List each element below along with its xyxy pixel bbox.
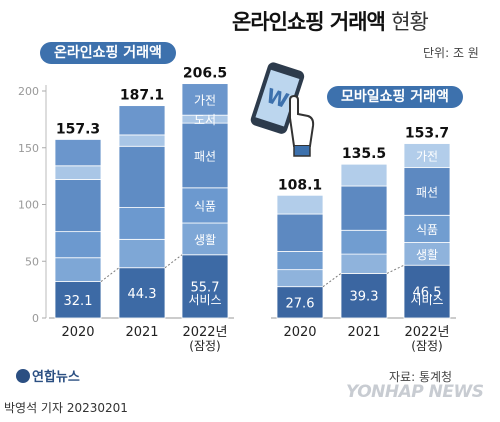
bar-segment — [340, 185, 388, 231]
y-tick-label: 0 — [32, 312, 39, 325]
total-label: 153.7 — [405, 126, 449, 142]
y-tick-label: 50 — [25, 255, 39, 268]
total-label: 187.1 — [120, 88, 164, 104]
series-label: 패션 — [416, 185, 438, 199]
service-trend-line — [322, 272, 342, 288]
y-tick-label: 200 — [18, 85, 39, 98]
series-label: 서비스 — [410, 293, 443, 307]
bar-segment — [118, 105, 166, 136]
service-value-label: 39.3 — [350, 290, 379, 305]
bar-segment — [118, 207, 166, 240]
total-label: 135.5 — [342, 146, 386, 162]
bar-segment — [276, 213, 324, 252]
series-label: 가전 — [416, 150, 438, 164]
category-label: (잠정) — [189, 339, 220, 353]
bar-segment — [276, 251, 324, 271]
series-label: 생활 — [194, 233, 216, 247]
category-label: 2020 — [61, 325, 94, 340]
bar-segment — [181, 83, 229, 116]
service-trend-line — [386, 264, 405, 274]
smartphone-icon: W — [250, 62, 315, 157]
unit-label: 단위: 조 원 — [423, 46, 479, 60]
service-trend-line — [100, 267, 120, 282]
bar-segment — [276, 269, 324, 288]
series-label: 가전 — [194, 93, 216, 107]
category-label: 2021 — [125, 325, 158, 340]
bar-segment — [403, 264, 451, 319]
bar-segment — [403, 214, 451, 243]
online-chart-title: 온라인쇼핑 거래액 — [40, 42, 176, 64]
service-value-label: 55.7 — [191, 280, 220, 295]
service-trend-line — [164, 254, 183, 269]
bar-segment — [118, 134, 166, 147]
total-label: 108.1 — [278, 177, 322, 193]
bar-segment — [403, 167, 451, 216]
bar-segment — [54, 231, 102, 259]
y-tick-label: 100 — [18, 199, 39, 212]
category-label: 2022년 — [182, 325, 227, 340]
total-label: 157.3 — [56, 121, 100, 137]
bar-segment — [340, 163, 388, 187]
y-tick-label: 150 — [18, 142, 39, 155]
watermark: YONHAP NEWS — [346, 382, 484, 402]
yonhap-logo: 연합뉴스 — [16, 366, 80, 385]
series-label: 패션 — [194, 149, 216, 163]
bar-segment — [54, 165, 102, 180]
bar-segment — [403, 143, 451, 169]
bar-segment — [118, 145, 166, 208]
service-value-label: 27.6 — [286, 296, 315, 311]
bar-segment — [118, 238, 166, 269]
category-label: 2021 — [347, 325, 380, 340]
category-label: (잠정) — [411, 339, 442, 353]
infographic-title: 온라인쇼핑 거래액 현황 — [232, 10, 429, 34]
bar-segment — [276, 194, 324, 215]
bar-segment — [54, 257, 102, 282]
credit-label: 박영석 기자 20230201 — [4, 401, 128, 415]
bar-segment — [181, 122, 229, 189]
bar-segment — [54, 179, 102, 233]
mobile-chart-title: 모바일쇼핑 거래액 — [327, 86, 463, 108]
bar-segment — [340, 229, 388, 255]
series-label: 식품 — [416, 223, 438, 237]
bar-segment — [340, 272, 388, 319]
service-value-label: 32.1 — [64, 294, 93, 309]
title-suffix: 현황 — [391, 10, 429, 34]
category-label: 2020 — [283, 325, 316, 340]
series-label: 서비스 — [188, 293, 221, 307]
bar-segment — [181, 187, 229, 224]
source-label: 자료: 통계청 — [389, 370, 453, 384]
category-label: 2022년 — [404, 325, 449, 340]
total-label: 206.5 — [183, 66, 227, 82]
series-label: 식품 — [194, 199, 216, 213]
bar-segment — [54, 139, 102, 167]
series-label: 도서 — [194, 113, 216, 127]
service-value-label: 44.3 — [128, 287, 157, 302]
bar-segment — [340, 253, 388, 274]
bar-segment — [181, 254, 229, 319]
logo-mark-icon — [16, 369, 30, 383]
service-value-label: 46.5 — [413, 286, 442, 301]
series-label: 생활 — [416, 248, 438, 262]
